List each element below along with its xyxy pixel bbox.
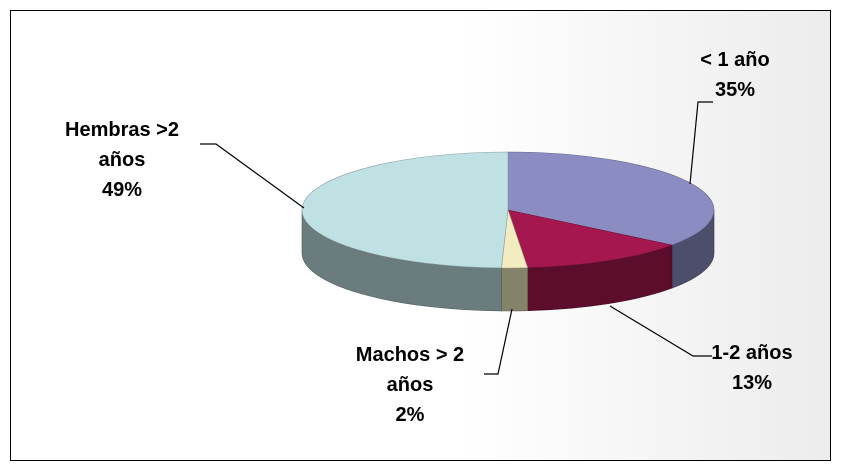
category-label: Machos > 2 años: [355, 344, 465, 396]
data-label: Hembras >2 años 49%: [55, 115, 190, 205]
leader-line: [609, 305, 712, 357]
data-label: Machos > 2 años 2%: [335, 340, 485, 430]
value-label: 2%: [395, 404, 425, 426]
category-label: < 1 año: [700, 49, 770, 71]
leader-line: [484, 308, 513, 375]
pie: [301, 151, 715, 312]
leader-line: [689, 101, 713, 185]
value-label: 13%: [731, 372, 773, 394]
category-label: 1-2 años: [711, 342, 793, 364]
pie-slice: [507, 209, 674, 269]
value-label: 35%: [714, 79, 756, 101]
value-label: 49%: [101, 179, 143, 201]
pie-slice: [507, 151, 715, 246]
data-label: < 1 año 35%: [680, 45, 790, 105]
leader-lines: [200, 101, 713, 375]
category-label: Hembras >2 años: [65, 119, 179, 171]
leader-line: [200, 143, 305, 209]
pie-slice: [301, 151, 509, 269]
pie-slice-side: [501, 267, 528, 312]
data-label: 1-2 años 13%: [692, 338, 812, 398]
